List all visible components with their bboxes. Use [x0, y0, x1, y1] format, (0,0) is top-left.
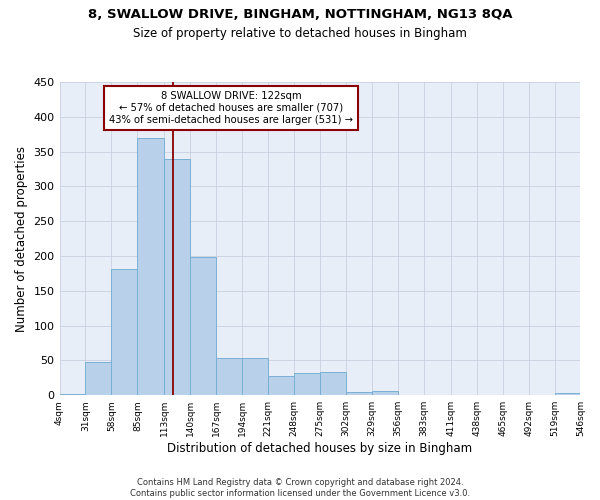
Bar: [59, 394, 85, 395]
Bar: [372, 391, 398, 395]
Bar: [451, 394, 476, 395]
Bar: [85, 362, 112, 395]
Text: 8 SWALLOW DRIVE: 122sqm
← 57% of detached houses are smaller (707)
43% of semi-d: 8 SWALLOW DRIVE: 122sqm ← 57% of detache…: [109, 92, 353, 124]
Bar: [294, 373, 320, 395]
Bar: [268, 376, 294, 395]
Bar: [242, 358, 268, 395]
Bar: [424, 394, 451, 395]
Bar: [554, 393, 580, 395]
Bar: [137, 138, 164, 395]
Text: Size of property relative to detached houses in Bingham: Size of property relative to detached ho…: [133, 28, 467, 40]
Bar: [112, 269, 137, 395]
Bar: [398, 394, 424, 395]
Bar: [346, 392, 372, 395]
Bar: [216, 358, 242, 395]
Text: 8, SWALLOW DRIVE, BINGHAM, NOTTINGHAM, NG13 8QA: 8, SWALLOW DRIVE, BINGHAM, NOTTINGHAM, N…: [88, 8, 512, 20]
Bar: [320, 372, 346, 395]
Bar: [164, 158, 190, 395]
Text: Contains HM Land Registry data © Crown copyright and database right 2024.
Contai: Contains HM Land Registry data © Crown c…: [130, 478, 470, 498]
Y-axis label: Number of detached properties: Number of detached properties: [15, 146, 28, 332]
Bar: [190, 258, 216, 395]
X-axis label: Distribution of detached houses by size in Bingham: Distribution of detached houses by size …: [167, 442, 473, 455]
